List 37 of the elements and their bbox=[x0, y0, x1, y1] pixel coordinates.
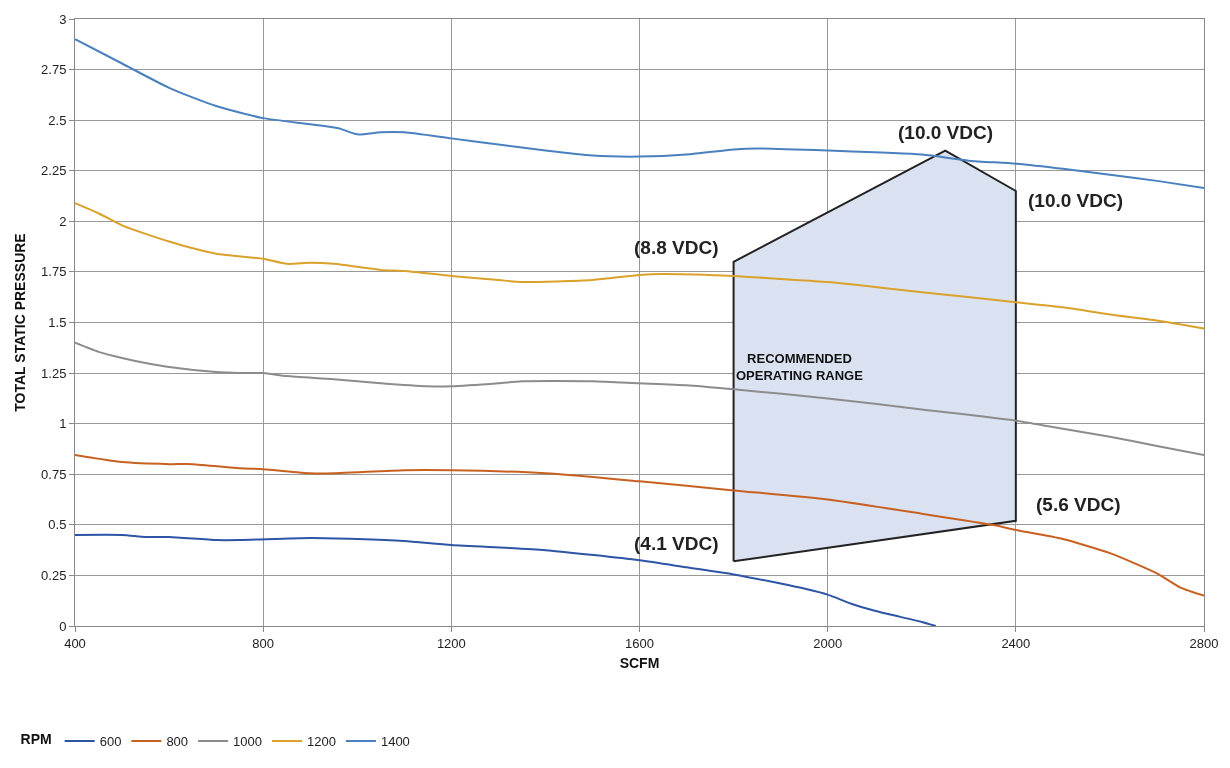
y-tick-label: 0.25 bbox=[41, 567, 67, 583]
y-tick-label: 0 bbox=[59, 618, 67, 634]
x-tick-label: 1600 bbox=[625, 635, 654, 651]
annotation: (10.0 VDC) bbox=[1028, 190, 1124, 211]
annotation: RECOMMENDED OPERATING RANGE bbox=[736, 351, 864, 383]
legend-label: 800 bbox=[166, 734, 189, 750]
y-tick-label: 1.75 bbox=[41, 264, 67, 280]
line-series bbox=[75, 533, 937, 626]
x-tick-label: 400 bbox=[64, 635, 86, 651]
y-tick-label: 2.5 bbox=[48, 112, 67, 128]
y-tick-label: 1.25 bbox=[41, 365, 67, 381]
y-tick-label: 1.5 bbox=[48, 315, 67, 331]
legend-label: 1200 bbox=[307, 734, 336, 750]
y-tick-label: 2 bbox=[59, 213, 67, 229]
legend-label: 600 bbox=[99, 734, 122, 750]
x-axis-title: SCFM bbox=[619, 654, 660, 671]
y-tick-label: 2.25 bbox=[41, 163, 67, 179]
x-tick-label: 2400 bbox=[1001, 635, 1031, 651]
y-axis-title: TOTAL STATIC PRESSURE bbox=[11, 233, 28, 412]
y-tick-label: 0.75 bbox=[41, 466, 67, 482]
line-series bbox=[75, 454, 1204, 597]
annotation: (4.1 VDC) bbox=[634, 533, 719, 554]
x-tick-label: 2000 bbox=[813, 635, 843, 651]
y-tick-label: 0.5 bbox=[48, 517, 67, 533]
y-tick-label: 3 bbox=[59, 11, 67, 27]
legend-title: RPM bbox=[20, 731, 52, 748]
x-tick-label: 1200 bbox=[436, 635, 466, 651]
legend-label: 1400 bbox=[380, 734, 410, 750]
annotation: (8.8 VDC) bbox=[634, 237, 719, 258]
legend-label: 1000 bbox=[233, 734, 262, 750]
y-tick-label: 1 bbox=[59, 416, 67, 432]
line-series bbox=[75, 38, 1204, 189]
x-tick-label: 800 bbox=[252, 635, 275, 651]
y-tick-label: 2.75 bbox=[41, 62, 67, 78]
annotation: (5.6 VDC) bbox=[1036, 494, 1121, 515]
annotation: (10.0 VDC) bbox=[898, 122, 994, 143]
x-tick-label: 2800 bbox=[1189, 635, 1219, 651]
